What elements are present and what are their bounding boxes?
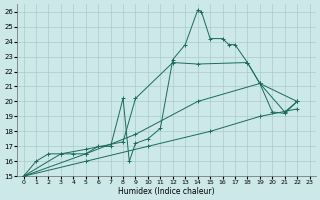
X-axis label: Humidex (Indice chaleur): Humidex (Indice chaleur) <box>118 187 215 196</box>
